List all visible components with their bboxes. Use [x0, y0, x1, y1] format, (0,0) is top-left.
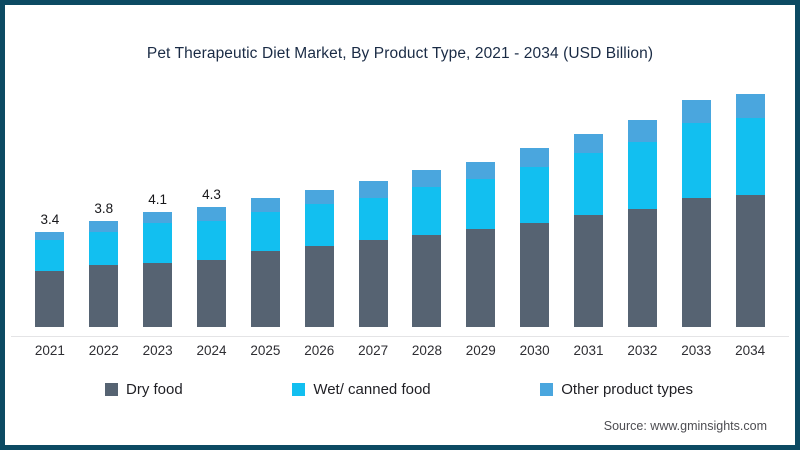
bar-value-label: 4.1 — [148, 192, 168, 208]
legend-swatch-icon — [105, 383, 118, 396]
bar-column-2032 — [615, 75, 669, 327]
plot-area: 3.4 3.8 4.1 4.3 — [23, 75, 777, 327]
bar-column-2030 — [508, 75, 562, 327]
bar-segment-other-product-types — [250, 198, 280, 213]
bar-column-2027 — [346, 75, 400, 327]
x-tick-label: 2025 — [250, 343, 281, 358]
x-tick-label: 2023 — [142, 343, 173, 358]
bar-segment-wet-canned-food — [143, 223, 173, 263]
bar-column-2025 — [238, 75, 292, 327]
bar-segment-other-product-types — [89, 220, 119, 232]
bar-column-2033 — [669, 75, 723, 327]
bar-segment-dry-food — [250, 251, 280, 327]
legend-swatch-icon — [540, 383, 554, 396]
x-tick-label: 2022 — [88, 343, 119, 358]
bar-segment-wet-canned-food — [89, 231, 119, 266]
legend-swatch-icon — [292, 383, 306, 396]
bar-segment-dry-food — [574, 215, 604, 327]
bar-segment-dry-food — [681, 198, 711, 327]
bar-column-2034 — [723, 75, 777, 327]
bar-segment-dry-food — [520, 223, 550, 327]
x-tick-label: 2021 — [34, 343, 65, 358]
bar-segment-dry-food — [35, 271, 65, 327]
bar-segment-other-product-types — [735, 94, 765, 118]
x-axis-labels: 2021 2022 2023 2024 2025 2026 2027 2028 2029 2030… — [23, 343, 777, 358]
bar-segment-other-product-types — [627, 119, 657, 143]
bar-segment-other-product-types — [197, 206, 226, 221]
legend: Dry food Wet/ canned food Other product ty… — [105, 381, 693, 398]
bar-segment-dry-food — [197, 259, 226, 327]
bar-segment-other-product-types — [681, 100, 711, 123]
bar-segment-wet-canned-food — [250, 212, 280, 252]
legend-label: Wet/ canned food — [313, 381, 431, 398]
bar-column-2024: 4.3 — [185, 75, 239, 327]
x-tick-label: 2028 — [411, 343, 442, 358]
bar-segment-dry-food — [466, 229, 496, 327]
x-tick-label: 2024 — [196, 343, 227, 358]
bar-value-label: 4.3 — [202, 186, 221, 202]
bar-segment-wet-canned-food — [735, 117, 765, 195]
bar-segment-dry-food — [412, 234, 442, 327]
x-tick-label: 2032 — [627, 343, 658, 358]
legend-label: Other product types — [561, 381, 693, 398]
source-text: Source: www.gminsights.com — [603, 419, 767, 433]
legend-item-other-product-types: Other product types — [540, 381, 693, 398]
bar-segment-dry-food — [735, 194, 765, 327]
x-tick-label: 2029 — [465, 343, 496, 358]
bar-segment-other-product-types — [304, 189, 334, 204]
legend-label: Dry food — [126, 381, 183, 398]
bar-segment-dry-food — [304, 245, 334, 327]
bar-segment-dry-food — [627, 209, 657, 327]
bar-value-label: 3.4 — [40, 211, 60, 227]
x-axis-line — [11, 336, 789, 337]
bar-column-2023: 4.1 — [131, 75, 185, 327]
bar-segment-wet-canned-food — [627, 142, 657, 210]
bar-segment-dry-food — [89, 265, 119, 327]
bar-value-label: 3.8 — [94, 200, 114, 216]
bar-segment-wet-canned-food — [574, 153, 604, 215]
bar-segment-dry-food — [358, 240, 388, 327]
legend-item-wet-canned-food: Wet/ canned food — [292, 381, 431, 398]
x-tick-label: 2034 — [735, 343, 766, 358]
bar-column-2029 — [454, 75, 508, 327]
bar-segment-other-product-types — [574, 133, 604, 154]
bar-segment-dry-food — [143, 262, 173, 327]
bar-column-2026 — [292, 75, 346, 327]
bar-segment-wet-canned-food — [681, 122, 711, 199]
bar-column-2022: 3.8 — [77, 75, 131, 327]
bar-segment-other-product-types — [143, 212, 173, 224]
bar-column-2031 — [562, 75, 616, 327]
bar-segment-other-product-types — [412, 170, 442, 188]
x-tick-label: 2027 — [358, 343, 389, 358]
bar-segment-wet-canned-food — [412, 187, 442, 235]
x-tick-label: 2033 — [681, 343, 712, 358]
x-tick-label: 2030 — [519, 343, 550, 358]
x-tick-label: 2026 — [304, 343, 335, 358]
x-tick-label: 2031 — [573, 343, 604, 358]
bar-segment-wet-canned-food — [358, 198, 388, 241]
bar-segment-other-product-types — [358, 181, 388, 199]
bar-column-2028 — [400, 75, 454, 327]
chart-title: Pet Therapeutic Diet Market, By Product … — [146, 45, 654, 62]
bar-column-2021: 3.4 — [23, 75, 77, 327]
bar-segment-other-product-types — [35, 231, 65, 241]
bar-segment-wet-canned-food — [35, 240, 65, 271]
bar-segment-wet-canned-food — [520, 167, 550, 224]
bar-segment-other-product-types — [466, 161, 496, 179]
bar-segment-other-product-types — [520, 147, 550, 168]
legend-item-dry-food: Dry food — [105, 381, 183, 398]
bar-segment-wet-canned-food — [304, 203, 334, 246]
bar-segment-wet-canned-food — [197, 220, 226, 260]
bar-segment-wet-canned-food — [466, 178, 496, 229]
